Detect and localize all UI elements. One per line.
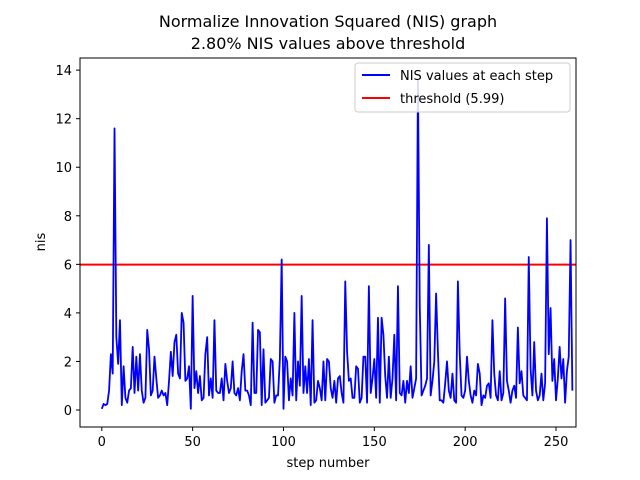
legend-label-threshold: threshold (5.99) (400, 92, 504, 107)
x-tick-label: 150 (362, 435, 387, 450)
y-axis-ticks: 0 2 4 6 8 10 12 14 (55, 64, 80, 419)
legend-box (354, 62, 571, 113)
chart-title-line2: 2.80% NIS values above threshold (191, 34, 465, 53)
axes-frame (79, 57, 577, 428)
y-tick-label: 4 (64, 307, 72, 322)
x-axis-label: step number (287, 456, 371, 471)
legend-label-nis: NIS values at each step (400, 69, 553, 84)
y-tick-label: 12 (55, 113, 72, 128)
y-tick-label: 0 (64, 404, 72, 419)
x-tick-label: 0 (98, 435, 106, 450)
nis-series-line (100, 78, 574, 410)
y-tick-label: 10 (55, 161, 72, 176)
y-tick-label: 6 (64, 258, 72, 273)
x-tick-label: 250 (544, 435, 569, 450)
y-tick-label: 8 (64, 210, 72, 225)
y-axis-label: nis (34, 232, 49, 251)
x-tick-label: 200 (453, 435, 478, 450)
x-tick-label: 50 (184, 435, 201, 450)
y-tick-label: 14 (55, 64, 72, 79)
chart-title-line1: Normalize Innovation Squared (NIS) graph (159, 12, 497, 31)
x-axis-ticks: 0 50 100 150 200 250 (98, 427, 569, 450)
series-layer (100, 78, 574, 410)
y-tick-label: 2 (64, 355, 72, 370)
x-tick-label: 100 (271, 435, 296, 450)
legend: NIS values at each step threshold (5.99) (354, 62, 571, 113)
